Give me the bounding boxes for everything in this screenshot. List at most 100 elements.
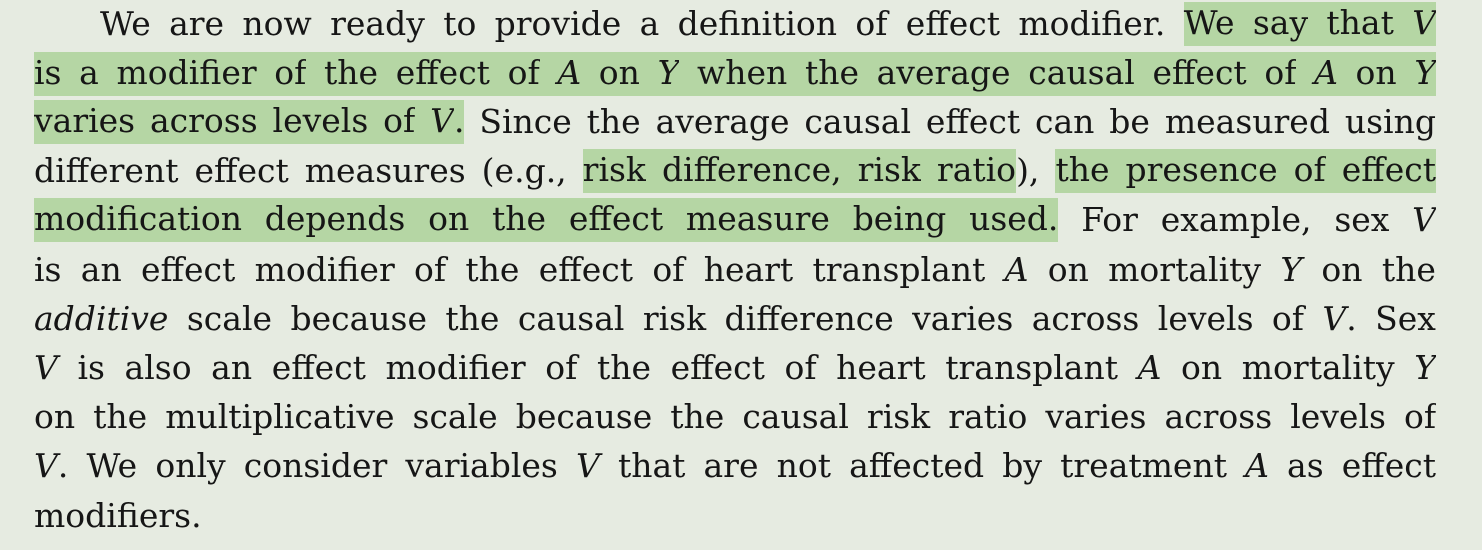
highlighted-text: when (697, 52, 788, 96)
space (624, 297, 642, 341)
text-span: the (596, 348, 652, 387)
space (75, 395, 93, 439)
text-span: A (1137, 348, 1162, 387)
space (1109, 149, 1126, 193)
text-span: treatment (1060, 446, 1227, 485)
text-span: across (1031, 299, 1140, 338)
space (685, 444, 703, 488)
space (546, 198, 569, 242)
text-span: effect (905, 4, 1001, 43)
text-span: A (1004, 250, 1029, 289)
highlighted-text: Y (1414, 52, 1436, 96)
highlighted-text: across (150, 100, 258, 144)
space (1261, 248, 1280, 292)
highlighted-text: the (804, 52, 859, 96)
space (105, 346, 125, 390)
highlighted-text: Y (657, 52, 680, 96)
text-span: varies (1045, 397, 1147, 436)
space (151, 2, 169, 46)
highlighted-text: effect (1341, 149, 1436, 193)
space (1010, 52, 1029, 96)
text-span: . (57, 446, 69, 485)
text-span: effect (925, 102, 1021, 141)
space (137, 444, 155, 488)
space (519, 248, 538, 292)
space (1330, 100, 1345, 144)
space (787, 52, 805, 96)
highlighted-text: being (852, 198, 947, 242)
space (645, 149, 662, 193)
highlighted-text: of (274, 52, 307, 96)
space (920, 149, 937, 193)
space (1058, 198, 1081, 242)
text-span: to (443, 4, 477, 43)
space (466, 149, 482, 193)
text-line: is an effect modifier of the effect of h… (34, 248, 1436, 292)
space (946, 198, 970, 242)
space (395, 395, 413, 439)
text-span: effect (194, 151, 289, 190)
space (498, 395, 516, 439)
text-span: V (1322, 299, 1347, 338)
space (395, 248, 414, 292)
space (817, 346, 837, 390)
text-span: provide (494, 4, 622, 43)
space (926, 346, 946, 390)
space (464, 100, 479, 144)
text-line: is a modifier of the effect of A on Y wh… (34, 52, 1436, 96)
text-span: using (1344, 102, 1436, 141)
space (469, 198, 493, 242)
space (1389, 198, 1412, 242)
text-span: . (1346, 299, 1357, 338)
space (829, 198, 853, 242)
highlighted-text: modifier (116, 52, 257, 96)
space (178, 149, 194, 193)
text-span: Sex (1375, 299, 1436, 338)
text-span: a (639, 4, 660, 43)
space (1304, 297, 1322, 341)
highlighted-text: say (1252, 2, 1309, 46)
highlighted-text: . (453, 100, 465, 144)
text-span: varies (912, 299, 1014, 338)
text-span: Y (1280, 250, 1303, 289)
text-span: We (86, 446, 138, 485)
space (600, 444, 618, 488)
space (312, 2, 330, 46)
text-span: not (776, 446, 831, 485)
space (1269, 444, 1287, 488)
text-span: the (445, 299, 500, 338)
text-span: (e.g., (481, 151, 567, 190)
space (1165, 2, 1183, 46)
highlighted-text: A (557, 52, 582, 96)
text-line: V is also an effect modifier of the effe… (34, 346, 1436, 390)
space (558, 444, 576, 488)
space (387, 444, 405, 488)
text-span: A (1245, 446, 1269, 485)
space (930, 395, 948, 439)
text-span: an (80, 250, 122, 289)
highlighted-text: varies (34, 100, 136, 144)
space (192, 346, 212, 390)
space (122, 248, 141, 292)
space (1013, 297, 1031, 341)
highlighted-text: the (324, 52, 379, 96)
text-span: Y (1414, 348, 1436, 387)
text-line: We are now ready to provide a definition… (34, 2, 1436, 46)
text-span: modifiers. (34, 496, 202, 535)
text-span: is (77, 348, 105, 387)
space (1028, 248, 1047, 292)
highlighted-text: is (34, 52, 62, 96)
highlighted-text: the (1055, 149, 1110, 193)
space (1272, 395, 1290, 439)
space (1363, 248, 1382, 292)
space (1039, 149, 1055, 193)
text-span: We (100, 4, 151, 43)
space (849, 395, 867, 439)
text-span: causal (517, 299, 625, 338)
text-span: the (1381, 250, 1436, 289)
text-span: on (1181, 348, 1223, 387)
space (68, 444, 86, 488)
highlighted-text: levels (272, 100, 369, 144)
highlighted-text: ratio (936, 149, 1017, 193)
